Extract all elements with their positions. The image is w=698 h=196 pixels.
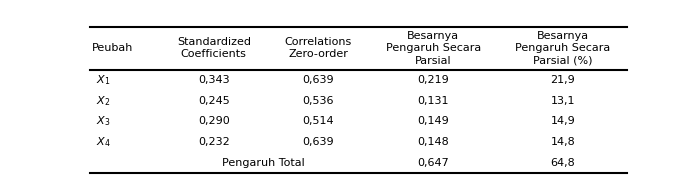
Text: $X_4$: $X_4$ bbox=[96, 135, 111, 149]
Text: 0,536: 0,536 bbox=[302, 96, 334, 106]
Text: 14,8: 14,8 bbox=[551, 137, 575, 147]
Text: 0,647: 0,647 bbox=[417, 158, 449, 168]
Text: 13,1: 13,1 bbox=[551, 96, 575, 106]
Text: Correlations
Zero-order: Correlations Zero-order bbox=[285, 37, 352, 59]
Text: 64,8: 64,8 bbox=[551, 158, 575, 168]
Text: 14,9: 14,9 bbox=[551, 116, 575, 126]
Text: 0,219: 0,219 bbox=[417, 75, 449, 85]
Text: Besarnya
Pengaruh Secara
Parsial (%): Besarnya Pengaruh Secara Parsial (%) bbox=[515, 31, 611, 65]
Text: Pengaruh Total: Pengaruh Total bbox=[222, 158, 304, 168]
Text: $X_3$: $X_3$ bbox=[96, 114, 111, 128]
Text: 0,245: 0,245 bbox=[198, 96, 230, 106]
Text: 21,9: 21,9 bbox=[551, 75, 575, 85]
Text: 0,639: 0,639 bbox=[302, 75, 334, 85]
Text: 0,149: 0,149 bbox=[417, 116, 449, 126]
Text: 0,639: 0,639 bbox=[302, 137, 334, 147]
Text: 0,131: 0,131 bbox=[417, 96, 449, 106]
Text: 0,232: 0,232 bbox=[198, 137, 230, 147]
Text: $X_2$: $X_2$ bbox=[96, 94, 111, 108]
Text: Peubah: Peubah bbox=[92, 43, 133, 53]
Text: 0,343: 0,343 bbox=[198, 75, 230, 85]
Text: Standardized
Coefficients: Standardized Coefficients bbox=[177, 37, 251, 59]
Text: Besarnya
Pengaruh Secara
Parsial: Besarnya Pengaruh Secara Parsial bbox=[385, 31, 481, 65]
Text: 0,514: 0,514 bbox=[302, 116, 334, 126]
Text: 0,148: 0,148 bbox=[417, 137, 449, 147]
Text: $X_1$: $X_1$ bbox=[96, 73, 111, 87]
Text: 0,290: 0,290 bbox=[198, 116, 230, 126]
